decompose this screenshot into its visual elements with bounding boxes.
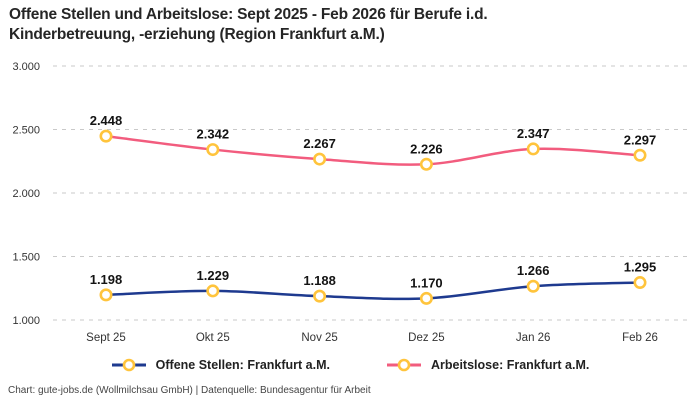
data-point-marker[interactable] — [99, 288, 113, 302]
data-point-label: 2.448 — [90, 113, 123, 128]
legend-item-arbeitslose[interactable]: Arbeitslose: Frankfurt a.M. — [386, 358, 589, 372]
y-axis-tick-label: 1.500 — [12, 252, 40, 264]
data-point-label: 1.266 — [517, 263, 550, 278]
series-line — [104, 134, 642, 166]
x-axis-tick-label: Dez 25 — [408, 332, 444, 344]
chart-legend: Offene Stellen: Frankfurt a.M. Arbeitslo… — [0, 358, 700, 372]
legend-item-offene-stellen[interactable]: Offene Stellen: Frankfurt a.M. — [111, 358, 330, 372]
data-point-label: 2.342 — [197, 127, 230, 142]
x-axis-tick-label: Feb 26 — [622, 332, 658, 344]
x-axis-tick-label: Nov 25 — [301, 332, 337, 344]
y-axis-tick-label: 2.500 — [12, 125, 40, 137]
data-point-marker[interactable] — [633, 148, 647, 162]
series-line — [104, 281, 642, 301]
data-point-label: 1.295 — [624, 260, 657, 275]
legend-label: Arbeitslose: Frankfurt a.M. — [430, 358, 590, 372]
data-point-marker[interactable] — [99, 129, 113, 143]
data-point-label: 2.297 — [624, 132, 657, 147]
y-axis-tick-label: 3.000 — [12, 61, 40, 73]
chart-title: Offene Stellen und Arbeitslose: Sept 202… — [9, 5, 488, 45]
data-point-label: 1.198 — [90, 272, 123, 287]
line-chart: 3.000 2.500 2.000 1.500 1.000 Sept 25 Okt 25 No… — [12, 61, 690, 344]
data-point-marker[interactable] — [206, 284, 220, 298]
data-point-marker[interactable] — [419, 291, 433, 305]
y-axis-tick-label: 2.000 — [12, 188, 40, 200]
y-axis-tick-label: 1.000 — [12, 315, 40, 327]
chart-title-line1: Offene Stellen und Arbeitslose: Sept 202… — [9, 6, 488, 23]
attribution-text: Chart: gute-jobs.de (Wollmilchsau GmbH) … — [8, 385, 371, 396]
legend-label: Offene Stellen: Frankfurt a.M. — [155, 358, 330, 372]
x-axis-tick-label: Sept 25 — [86, 332, 126, 344]
data-point-marker[interactable] — [206, 143, 220, 157]
data-point-label: 2.347 — [517, 126, 550, 141]
data-point-label: 2.267 — [303, 136, 336, 151]
x-axis-tick-label: Jan 26 — [516, 332, 551, 344]
chart-title-line2: Kinderbetreuung, -erziehung (Region Fran… — [9, 26, 385, 43]
data-point-label: 2.226 — [410, 141, 443, 156]
data-point-label: 1.229 — [197, 268, 230, 283]
data-point-marker[interactable] — [313, 289, 327, 303]
data-point-label: 1.170 — [410, 275, 443, 290]
data-point-marker[interactable] — [633, 276, 647, 290]
data-point-marker[interactable] — [313, 152, 327, 166]
legend-line-icon — [111, 358, 146, 372]
data-point-marker[interactable] — [419, 157, 433, 171]
legend-line-icon — [386, 358, 421, 372]
data-point-marker[interactable] — [526, 279, 540, 293]
data-point-label: 1.188 — [303, 273, 336, 288]
data-point-marker[interactable] — [526, 142, 540, 156]
x-axis-tick-label: Okt 25 — [196, 332, 230, 344]
